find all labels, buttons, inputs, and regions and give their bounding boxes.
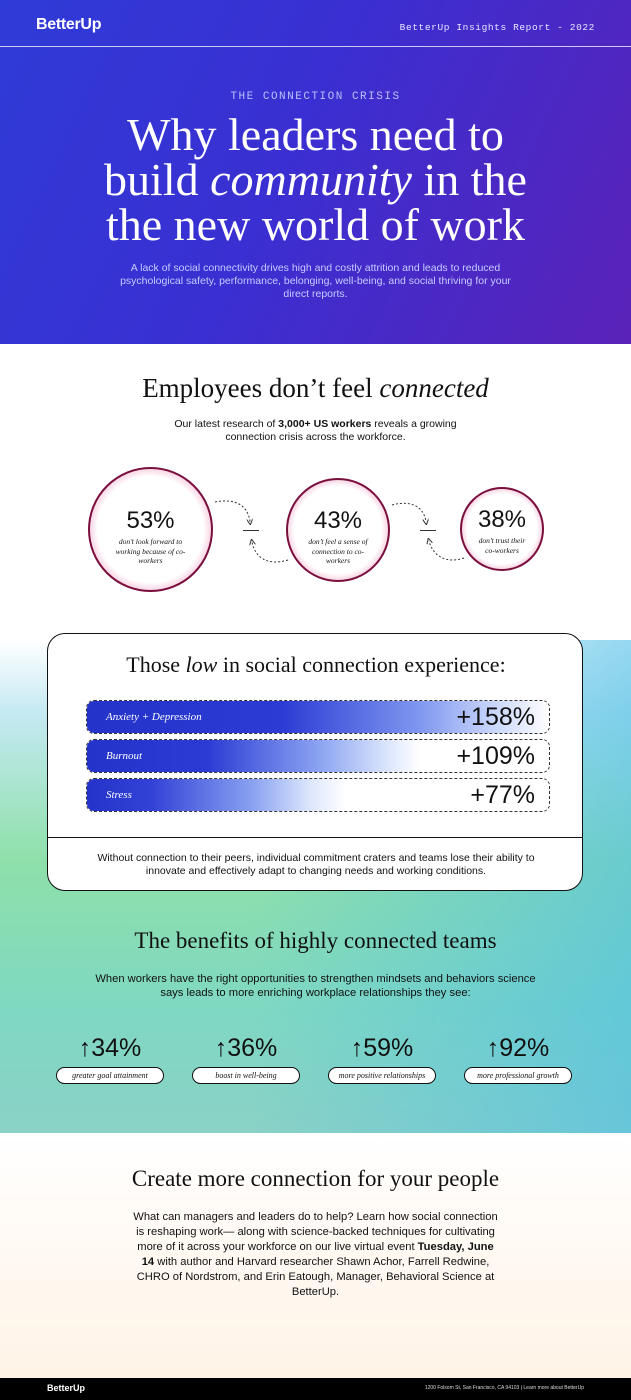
- connected-subtitle: Our latest research of 3,000+ US workers…: [160, 418, 471, 444]
- card-footer-text: Without connection to their peers, indiv…: [97, 852, 535, 877]
- benefit-stat: ↑34% greater goal attainment: [56, 1033, 164, 1084]
- hero-title-line-2b: in the: [411, 154, 527, 205]
- impact-value: +109%: [456, 742, 535, 770]
- impact-bar-fill: [87, 701, 549, 733]
- benefits-subtitle: When workers have the right opportunitie…: [95, 973, 536, 999]
- low-title-a: Those: [126, 652, 186, 677]
- footer-address-link[interactable]: 1200 Folsom St, San Francisco, CA 94103 …: [424, 1385, 584, 1391]
- impact-bar-fill: [87, 740, 549, 772]
- stat-percent: 43%: [313, 507, 363, 534]
- hero-section: BetterUp BetterUp Insights Report - 2022…: [0, 0, 631, 344]
- impact-bar-burnout: Burnout +109%: [86, 739, 550, 773]
- impact-label: Burnout: [106, 750, 143, 762]
- benefit-number: ↑92%: [486, 1034, 550, 1062]
- stat-percent: 38%: [477, 506, 527, 533]
- connected-sub-b: reveals a growing connection crisis acro…: [225, 418, 457, 443]
- create-title: Create more connection for your people: [131, 1166, 500, 1191]
- create-connection-section: [0, 1133, 631, 1378]
- report-label: BetterUp Insights Report - 2022: [399, 22, 595, 33]
- benefit-label: greater goal attainment: [56, 1067, 164, 1084]
- benefit-label: boost in well-being: [192, 1067, 300, 1084]
- footer: BetterUp 1200 Folsom St, San Francisco, …: [0, 1378, 631, 1400]
- card-footer: Without connection to their peers, indiv…: [48, 837, 582, 890]
- top-bar: BetterUp BetterUp Insights Report - 2022: [0, 0, 631, 47]
- benefit-number: ↑34%: [78, 1034, 142, 1062]
- benefit-number: ↑36%: [214, 1034, 278, 1062]
- stat-percent: 53%: [126, 507, 175, 534]
- betterup-logo[interactable]: BetterUp: [36, 16, 102, 33]
- low-connection-title: Those low in social connection experienc…: [48, 652, 582, 678]
- minus-sign: [243, 530, 259, 531]
- minus-sign: [420, 530, 436, 531]
- connected-title-text: Employees don’t feel: [142, 373, 380, 403]
- hero-title: Why leaders need to build community in t…: [60, 109, 571, 250]
- create-body: What can managers and leaders do to help…: [130, 1210, 501, 1300]
- event-date: Tuesday, June 14: [141, 1241, 494, 1268]
- hero-title-emphasis: community: [210, 154, 412, 205]
- stat-circle-38: 38% don’t trust their co-workers: [460, 487, 544, 571]
- benefit-label: more professional growth: [464, 1067, 572, 1084]
- low-title-emphasis: low: [185, 652, 218, 677]
- low-title-b: in social connection experience:: [217, 652, 506, 677]
- stat-caption: don’t feel a sense of connection to co-w…: [308, 537, 368, 565]
- benefit-number: ↑59%: [350, 1034, 414, 1062]
- hero-eyebrow: THE CONNECTION CRISIS: [230, 91, 401, 103]
- create-body-b: with author and Harvard researcher Shawn…: [136, 1256, 495, 1298]
- hero-title-line-3: the new world of work: [105, 199, 525, 250]
- connected-title-emphasis: connected: [379, 373, 489, 403]
- benefits-title: The benefits of highly connected teams: [134, 928, 497, 953]
- stat-caption: don’t trust their co-workers: [478, 536, 526, 555]
- benefit-stat: ↑92% more professional growth: [464, 1033, 572, 1084]
- impact-bar-anxiety: Anxiety + Depression +158%: [86, 700, 550, 734]
- impact-label: Stress: [106, 789, 132, 801]
- stat-caption: don’t look forward to working because of…: [115, 537, 186, 565]
- create-body-a: What can managers and leaders do to help…: [133, 1211, 498, 1253]
- low-connection-card: Those low in social connection experienc…: [47, 633, 583, 891]
- stat-circle-53: 53% don’t look forward to working becaus…: [88, 467, 213, 592]
- footer-logo[interactable]: BetterUp: [47, 1383, 86, 1393]
- impact-bar-fill: [87, 779, 549, 811]
- connected-sub-a: Our latest research of: [174, 418, 279, 430]
- benefit-label: more positive relationships: [328, 1067, 436, 1084]
- connected-sub-strong: 3,000+ US workers: [278, 418, 372, 430]
- hero-subtitle: A lack of social connectivity drives hig…: [120, 262, 511, 300]
- hero-title-line-2a: build: [104, 154, 211, 205]
- benefit-stat: ↑36% boost in well-being: [192, 1033, 300, 1084]
- hero-title-line-1: Why leaders need to: [127, 109, 504, 160]
- connected-title: Employees don’t feel connected: [0, 373, 631, 404]
- impact-value: +77%: [470, 781, 535, 809]
- flow-arrows: [214, 500, 465, 563]
- impact-value: +158%: [456, 703, 535, 731]
- impact-label: Anxiety + Depression: [106, 711, 202, 723]
- benefit-stat: ↑59% more positive relationships: [328, 1033, 436, 1084]
- impact-bar-stress: Stress +77%: [86, 778, 550, 812]
- stat-circle-43: 43% don’t feel a sense of connection to …: [286, 478, 390, 582]
